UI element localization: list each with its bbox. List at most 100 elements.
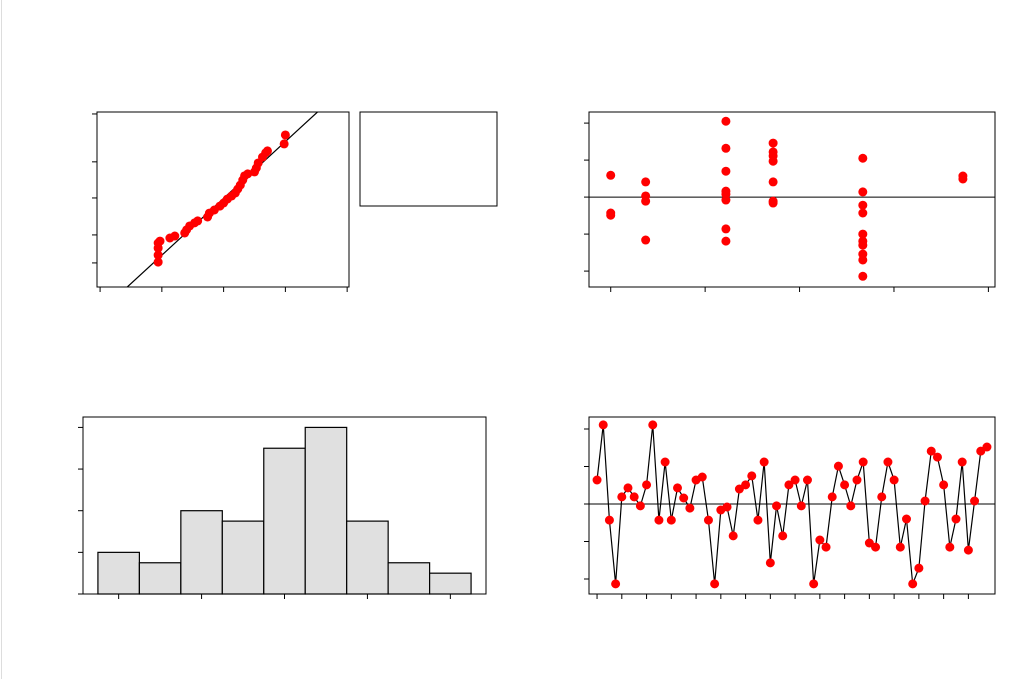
point	[852, 475, 862, 485]
point	[279, 139, 289, 149]
point	[759, 457, 769, 467]
point	[623, 483, 633, 493]
point	[963, 545, 973, 555]
point	[629, 492, 639, 502]
point	[790, 475, 800, 485]
point	[666, 515, 676, 525]
legend-box	[359, 111, 498, 207]
point	[592, 475, 602, 485]
point	[617, 492, 627, 502]
plot-frame	[588, 111, 996, 288]
point	[153, 250, 163, 260]
point	[660, 457, 670, 467]
point	[945, 542, 955, 552]
point	[721, 195, 731, 205]
point	[721, 166, 731, 176]
point	[796, 501, 806, 511]
point	[710, 579, 720, 589]
point	[958, 174, 968, 184]
bar	[180, 510, 223, 595]
bar	[304, 426, 348, 595]
point	[858, 208, 868, 218]
point	[611, 579, 621, 589]
bar	[138, 562, 182, 595]
point	[703, 515, 713, 525]
bar	[387, 562, 431, 595]
point	[858, 187, 868, 197]
bar	[346, 520, 389, 595]
point	[641, 196, 651, 206]
point	[858, 153, 868, 163]
point	[606, 170, 616, 180]
point	[606, 210, 616, 220]
point	[768, 198, 778, 208]
point	[170, 231, 180, 241]
point	[768, 177, 778, 187]
point	[772, 501, 782, 511]
point	[939, 480, 949, 490]
point	[262, 146, 272, 156]
point	[243, 169, 253, 179]
point	[721, 224, 731, 234]
point	[858, 200, 868, 210]
point	[741, 480, 751, 490]
bar	[221, 520, 265, 595]
point	[155, 236, 165, 246]
point	[951, 514, 961, 524]
point	[721, 236, 731, 246]
point	[926, 446, 936, 456]
point	[840, 480, 850, 490]
point	[883, 457, 893, 467]
point	[768, 138, 778, 148]
point	[765, 558, 775, 568]
point	[858, 271, 868, 281]
point	[858, 229, 868, 239]
point	[802, 475, 812, 485]
point	[768, 156, 778, 166]
point	[858, 240, 868, 250]
point	[858, 457, 868, 467]
point	[642, 480, 652, 490]
point	[648, 420, 658, 430]
point	[815, 535, 825, 545]
point	[721, 143, 731, 153]
point	[778, 531, 788, 541]
point	[833, 461, 843, 471]
point	[827, 492, 837, 502]
point	[809, 579, 819, 589]
point	[747, 471, 757, 481]
bar	[263, 447, 306, 595]
point	[889, 475, 899, 485]
point	[728, 531, 738, 541]
point	[914, 563, 924, 573]
point	[679, 493, 689, 503]
point	[654, 515, 664, 525]
point	[982, 442, 992, 452]
point	[821, 542, 831, 552]
point	[697, 472, 707, 482]
point	[673, 483, 683, 493]
point	[871, 542, 881, 552]
point	[722, 502, 732, 512]
point	[784, 480, 794, 490]
point	[957, 457, 967, 467]
point	[932, 452, 942, 462]
point	[920, 496, 930, 506]
point	[280, 130, 290, 140]
point	[753, 515, 763, 525]
point	[858, 255, 868, 265]
plot-frame	[588, 416, 996, 595]
bar	[97, 551, 140, 595]
point	[970, 496, 980, 506]
point	[598, 420, 608, 430]
point	[641, 177, 651, 187]
point	[901, 514, 911, 524]
point	[193, 216, 203, 226]
point	[685, 503, 695, 513]
point	[153, 257, 163, 267]
point	[604, 515, 614, 525]
point	[641, 235, 651, 245]
bar	[429, 572, 472, 595]
point	[635, 501, 645, 511]
